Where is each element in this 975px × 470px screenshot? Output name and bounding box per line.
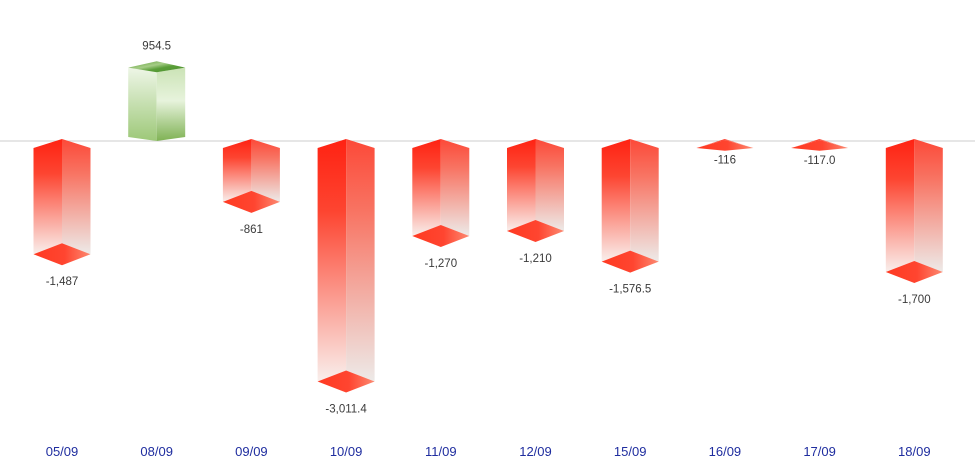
bar-value-label: -3,011.4 xyxy=(325,403,367,415)
bar-cap-bottom xyxy=(33,243,91,266)
x-axis-label: 09/09 xyxy=(235,444,268,459)
x-axis-label: 15/09 xyxy=(614,444,647,459)
bar-face-left xyxy=(696,139,725,148)
bar-face-left xyxy=(507,139,536,231)
bar-cap-bottom xyxy=(791,140,849,151)
bar-face-left xyxy=(317,139,347,382)
bar-value-label: -1,700 xyxy=(898,294,931,306)
bar-face-right xyxy=(62,139,91,255)
bar-column-09/09[interactable]: -861 xyxy=(222,139,280,236)
x-axis-label: 10/09 xyxy=(330,444,363,459)
bar-column-17/09[interactable]: -117.0 xyxy=(791,139,849,167)
bar-cap-bottom xyxy=(412,225,470,247)
bar-column-08/09[interactable]: 954.5 xyxy=(128,40,186,141)
x-axis-label: 05/09 xyxy=(46,444,79,459)
x-axis-label: 08/09 xyxy=(140,444,173,459)
bar-value-label: -1,487 xyxy=(46,276,79,288)
bar-face-left xyxy=(885,139,915,272)
bar-value-label: -117.0 xyxy=(804,155,836,167)
bar-column-05/09[interactable]: -1,487 xyxy=(33,139,91,288)
bar-face-right xyxy=(535,139,564,231)
bar-face-top xyxy=(128,61,186,73)
bar-cap-bottom xyxy=(317,370,375,393)
bar-face-right xyxy=(914,139,943,272)
bar-face-right xyxy=(251,139,280,202)
bar-value-label: -1,210 xyxy=(519,253,552,265)
x-axis-label: 11/09 xyxy=(425,444,457,459)
x-axis-label: 16/09 xyxy=(709,444,742,459)
x-axis-label: 18/09 xyxy=(898,444,931,459)
bar-cap-bottom xyxy=(222,190,280,213)
bar-face-left xyxy=(128,67,157,141)
bar-face-left xyxy=(601,139,631,262)
bar-face-right xyxy=(724,139,754,148)
bar-face-left xyxy=(791,139,820,148)
bar-column-15/09[interactable]: -1,576.5 xyxy=(601,139,659,296)
bar-face-right xyxy=(440,139,470,236)
bar-face-right xyxy=(346,139,375,382)
bar-column-10/09[interactable]: -3,011.4 xyxy=(317,139,375,415)
bar-face-right xyxy=(630,139,659,262)
bar-face-left xyxy=(412,139,441,236)
bar-value-label: 954.5 xyxy=(142,40,171,52)
bar-face-left xyxy=(33,139,62,255)
bar-column-11/09[interactable]: -1,270 xyxy=(412,139,470,270)
x-axis-label: 17/09 xyxy=(803,444,836,459)
bar-cap-bottom xyxy=(601,250,659,273)
bar-value-label: -116 xyxy=(714,155,736,167)
bar-column-12/09[interactable]: -1,210 xyxy=(507,139,564,265)
bar-cap-bottom xyxy=(507,220,564,242)
bar-column-16/09[interactable]: -116 xyxy=(696,139,754,167)
bar-value-label: -861 xyxy=(240,224,263,236)
bar-face-right xyxy=(156,67,186,141)
bar-column-18/09[interactable]: -1,700 xyxy=(885,139,943,306)
bar-value-label: -1,576.5 xyxy=(609,284,651,296)
bar-face-left xyxy=(222,139,252,202)
x-axis-label: 12/09 xyxy=(519,444,552,459)
bar-cap-bottom xyxy=(696,140,754,151)
bar-cap-bottom xyxy=(885,261,943,283)
bar-face-right xyxy=(819,139,849,148)
bar-value-label: -1,270 xyxy=(424,258,457,270)
